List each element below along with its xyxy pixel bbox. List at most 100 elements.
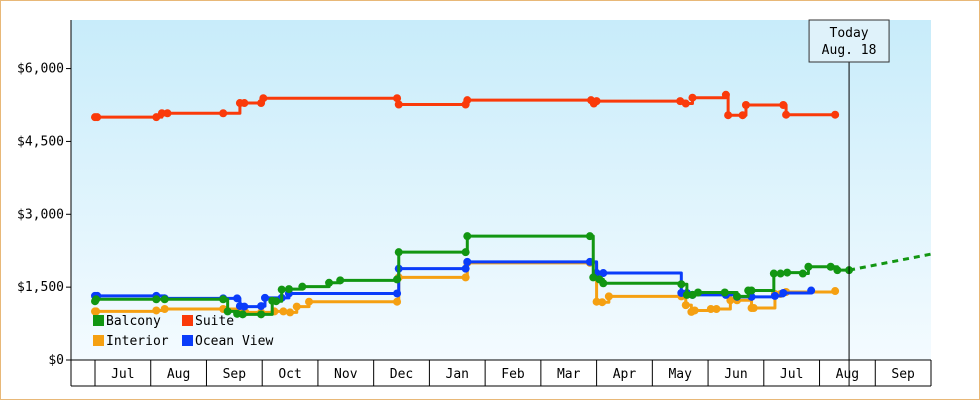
data-point xyxy=(741,101,750,109)
x-tick-label: Jul xyxy=(111,367,134,382)
data-point xyxy=(233,294,242,303)
x-tick-label: Dec xyxy=(390,367,413,382)
y-tick-label: $1,500 xyxy=(17,280,64,295)
x-tick-label: Jan xyxy=(446,367,469,382)
data-point xyxy=(284,285,293,294)
data-point xyxy=(721,90,730,99)
data-point xyxy=(219,109,228,118)
data-point xyxy=(393,289,402,298)
data-point xyxy=(461,248,470,257)
projection-line xyxy=(848,252,932,272)
data-point xyxy=(599,269,608,278)
data-point xyxy=(682,290,691,299)
legend-swatch xyxy=(182,315,193,326)
data-point xyxy=(782,110,791,119)
data-point xyxy=(92,295,101,304)
x-tick-label: Feb xyxy=(501,367,525,382)
data-point xyxy=(706,305,715,313)
legend: Balcony Suite Interior Ocean View xyxy=(93,314,273,349)
legend-swatch xyxy=(182,335,193,346)
x-tick-label: Aug xyxy=(836,367,859,382)
data-point xyxy=(831,110,840,119)
x-tick-label: Apr xyxy=(613,367,637,382)
data-point xyxy=(163,109,172,118)
data-point xyxy=(238,310,247,319)
data-point xyxy=(93,113,102,122)
legend-swatch xyxy=(93,335,104,346)
x-tick-label: Jun xyxy=(724,367,747,382)
data-point xyxy=(807,286,816,295)
data-point xyxy=(589,273,598,282)
data-point xyxy=(694,288,703,297)
data-point xyxy=(219,295,228,304)
data-point xyxy=(604,292,613,301)
data-point xyxy=(259,94,268,103)
data-point xyxy=(733,292,742,301)
data-point xyxy=(157,109,166,118)
x-tick-label: Oct xyxy=(278,367,301,382)
data-point xyxy=(286,308,295,317)
data-point xyxy=(726,296,735,305)
legend-label: Ocean View xyxy=(195,334,273,349)
data-point xyxy=(394,100,403,109)
data-point xyxy=(298,282,307,291)
data-point xyxy=(292,302,301,311)
data-point xyxy=(598,298,607,307)
today-annotation: Today Aug. 18 xyxy=(808,19,890,386)
data-point xyxy=(257,302,266,311)
data-point xyxy=(463,257,472,266)
data-point xyxy=(260,293,269,302)
data-point xyxy=(585,232,594,241)
data-point xyxy=(798,269,807,278)
legend-label: Suite xyxy=(195,314,234,329)
x-tick-label: Sep xyxy=(223,367,247,382)
data-point xyxy=(272,297,281,306)
data-point xyxy=(223,307,232,316)
data-point xyxy=(826,262,835,271)
data-point xyxy=(599,279,608,288)
legend-item: Suite xyxy=(182,314,234,329)
x-tick-label: Jul xyxy=(780,367,803,382)
data-point xyxy=(152,295,161,304)
plot-background xyxy=(71,20,931,360)
data-point xyxy=(305,297,314,306)
data-point xyxy=(152,113,161,122)
legend-swatch xyxy=(93,315,104,326)
data-point xyxy=(240,99,249,108)
y-tick-label: $4,500 xyxy=(17,134,64,149)
x-tick-label: Nov xyxy=(334,367,358,382)
data-point xyxy=(394,248,403,257)
data-point xyxy=(257,310,266,319)
data-point xyxy=(681,99,690,108)
data-point xyxy=(749,304,758,313)
data-point xyxy=(92,307,101,316)
x-tick-label: May xyxy=(668,367,692,382)
data-point xyxy=(393,94,402,103)
data-point xyxy=(779,101,788,109)
x-tick-label: Aug xyxy=(167,367,190,382)
legend-item: Ocean View xyxy=(182,334,273,349)
data-point xyxy=(833,266,842,275)
data-point xyxy=(779,288,788,297)
data-point xyxy=(336,276,345,285)
data-point xyxy=(463,232,472,241)
data-point xyxy=(681,301,690,310)
x-tick-label: Sep xyxy=(891,367,915,382)
today-box xyxy=(808,19,890,63)
data-point xyxy=(240,302,249,311)
x-tick-label: Mar xyxy=(557,367,581,382)
data-point xyxy=(152,306,161,315)
data-point xyxy=(393,275,402,284)
axes: $0 $1,500 $3,000 $4,500 $6,000 Jul Aug Sep Oct No… xyxy=(17,20,932,387)
y-tick-label: $3,000 xyxy=(17,207,64,222)
data-point xyxy=(461,264,470,273)
data-point xyxy=(770,291,779,300)
data-point xyxy=(724,111,733,120)
data-point xyxy=(783,268,792,277)
series-balcony xyxy=(91,232,854,319)
data-point xyxy=(277,285,286,294)
data-point xyxy=(769,269,778,278)
series-suite xyxy=(91,90,840,122)
data-point xyxy=(677,280,686,289)
data-point xyxy=(160,305,169,313)
